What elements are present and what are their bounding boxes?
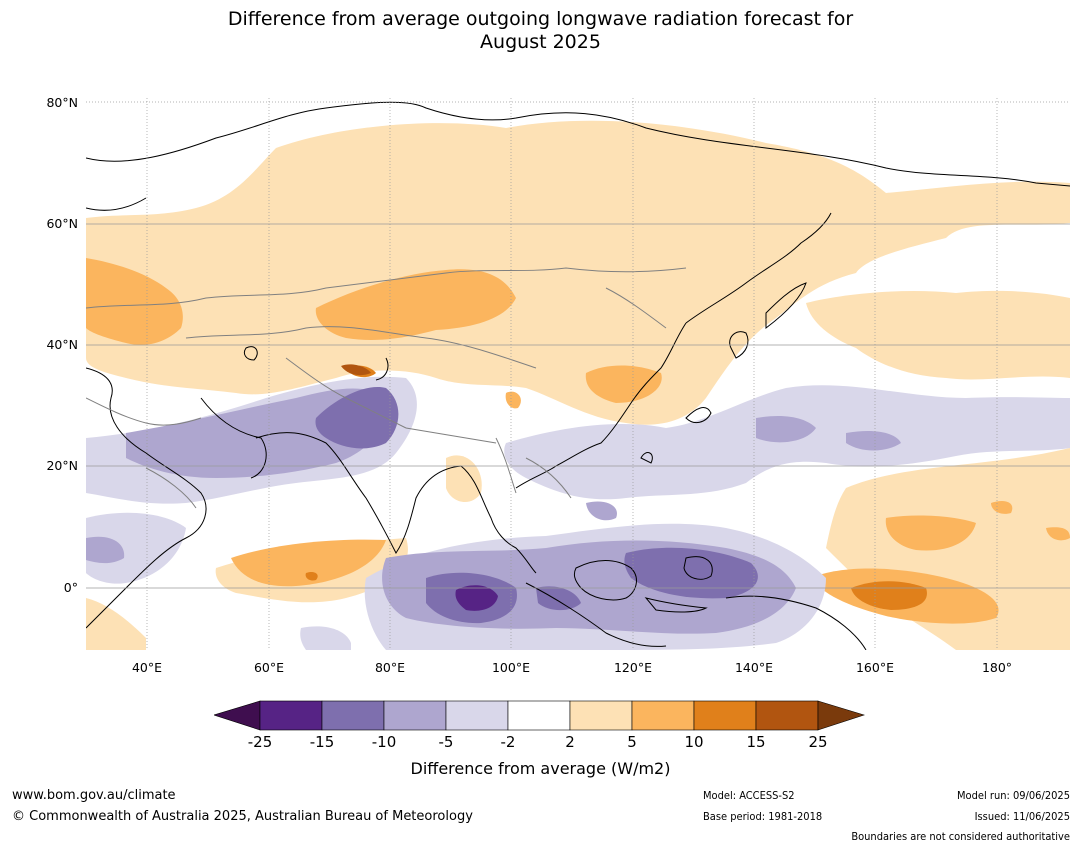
forecast-map [86,98,1070,650]
cbar-tick-m10: -10 [371,733,397,751]
colorbar-bin-8 [693,700,757,731]
anomaly-dark-purple [315,387,758,624]
lon-label-160e: 160°E [855,660,894,675]
footer-model: Model: ACCESS-S2 [703,789,795,802]
lon-label-60e: 60°E [253,660,285,675]
anomaly-deep-purple [455,585,498,611]
colorbar-bin-3 [383,700,447,731]
footer-disclaimer: Boundaries are not considered authoritat… [851,830,1070,843]
lon-label-100e: 100°E [491,660,530,675]
cbar-tick-m25: -25 [247,733,273,751]
footer-base-period: Base period: 1981-2018 [703,810,823,823]
footer-model-run: Model run: 09/06/2025 [957,789,1070,802]
lat-label-80n: 80°N [46,95,78,110]
lon-label-140e: 140°E [734,660,773,675]
footer-copyright: © Commonwealth of Australia 2025, Austra… [12,809,473,824]
gridlines [86,98,1070,650]
title-line-2: August 2025 [480,31,601,53]
lat-label-equator: 0° [63,580,78,595]
anomaly-brown [341,364,371,376]
cbar-tick-2: 2 [565,733,575,751]
footer-url[interactable]: www.bom.gov.au/climate [12,788,176,803]
lon-label-120e: 120°E [613,660,652,675]
colorbar-bin-1 [259,700,323,731]
cbar-tick-25: 25 [808,733,828,751]
colorbar-min-extend [214,700,261,731]
map-canvas [86,98,1070,650]
cbar-tick-5: 5 [627,733,637,751]
lat-label-60n: 60°N [46,216,78,231]
colorbar-bin-9 [755,700,819,731]
colorbar-bin-5 [507,700,571,731]
lon-label-80e: 80°E [374,660,406,675]
chart-title: Difference from average outgoing longwav… [0,8,1081,54]
colorbar-bin-2 [321,700,385,731]
footer-issued: Issued: 11/06/2025 [974,810,1070,823]
title-line-1: Difference from average outgoing longwav… [227,8,854,30]
cbar-tick-15: 15 [746,733,766,751]
colorbar-bin-7 [631,700,695,731]
cbar-tick-10: 10 [684,733,704,751]
colorbar [214,700,865,731]
cbar-tick-m15: -15 [309,733,335,751]
coastlines [86,101,1070,650]
colorbar-label: Difference from average (W/m2) [410,759,671,778]
lon-label-40e: 40°E [131,660,163,675]
borders [86,267,687,509]
colorbar-max-extend [817,700,865,731]
lat-label-20n: 20°N [46,458,78,473]
lon-label-180: 180° [981,660,1013,675]
colorbar-bin-6 [569,700,633,731]
cbar-tick-m5: -5 [438,733,454,751]
colorbar-bin-4 [445,700,509,731]
lat-label-40n: 40°N [46,337,78,352]
cbar-tick-m2: -2 [500,733,516,751]
